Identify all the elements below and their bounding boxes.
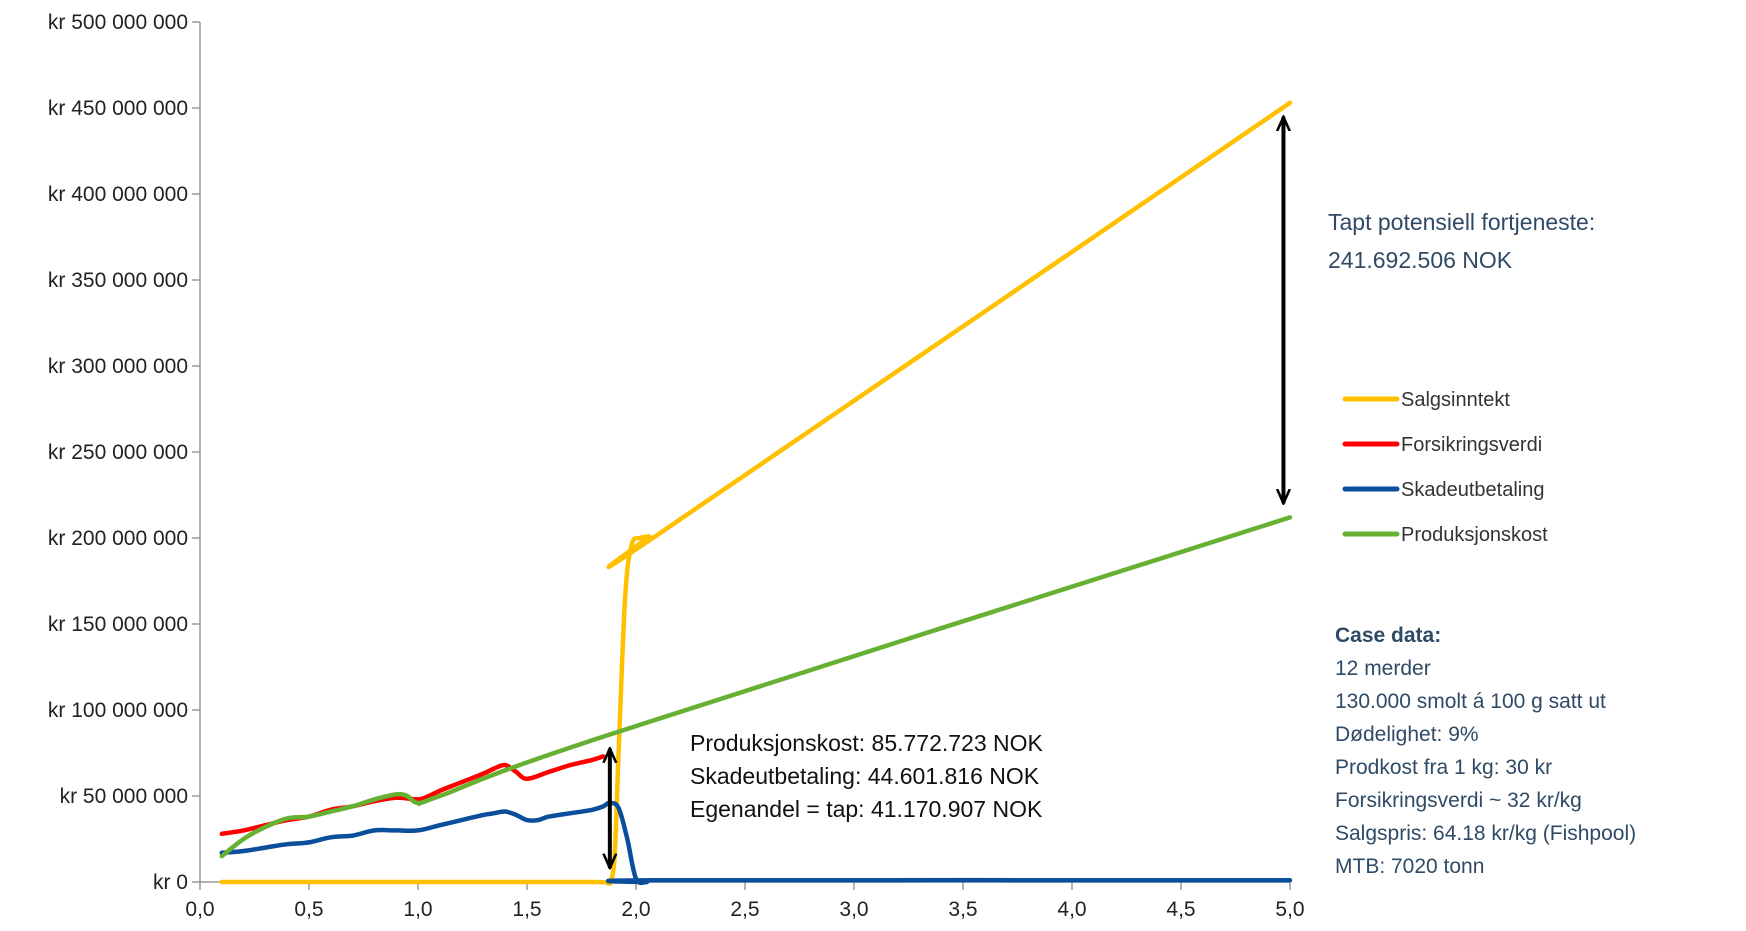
legend-label: Salgsinntekt	[1401, 389, 1510, 411]
x-tick-label: 1,5	[512, 898, 541, 921]
y-tick-label: kr 0	[153, 871, 188, 894]
losses-note: Produksjonskost: 85.772.723 NOK Skadeutb…	[690, 730, 1044, 822]
deductible-loss-annotation: Egenandel = tap: 41.170.907 NOK	[690, 796, 1043, 822]
case-data-line: Dødelighet: 9%	[1335, 723, 1479, 746]
series-line-salgsinntekt	[219, 100, 1293, 886]
x-tick-label: 5,0	[1275, 898, 1304, 921]
legend-label: Skadeutbetaling	[1401, 479, 1544, 501]
case-data-line: Salgspris: 64.18 kr/kg (Fishpool)	[1335, 822, 1636, 845]
x-tick-label: 4,0	[1057, 898, 1086, 921]
y-tick-label: kr 250 000 000	[48, 441, 188, 464]
x-tick-label: 2,0	[621, 898, 650, 921]
y-tick-label: kr 50 000 000	[60, 785, 188, 808]
case-data-line: MTB: 7020 tonn	[1335, 855, 1484, 878]
case-data-title: Case data:	[1335, 624, 1441, 647]
legend: Salgsinntekt Forsikringsverdi Skadeutbetal…	[1342, 389, 1548, 546]
lost-profit-note: Tapt potensiell fortjeneste: 241.692.506…	[1328, 209, 1595, 273]
y-tick-label: kr 350 000 000	[48, 269, 188, 292]
annotation-arrows	[610, 117, 1284, 868]
x-tick-label: 0,5	[294, 898, 323, 921]
y-tick-label: kr 150 000 000	[48, 613, 188, 636]
case-data-line: Prodkost fra 1 kg: 30 kr	[1335, 756, 1552, 779]
legend-label: Forsikringsverdi	[1401, 434, 1542, 456]
y-tick-label: kr 200 000 000	[48, 527, 188, 550]
case-data-line: 12 merder	[1335, 657, 1431, 680]
x-tick-label: 2,5	[730, 898, 759, 921]
y-tick-label: kr 500 000 000	[48, 11, 188, 34]
axes: kr 0 kr 50 000 000 kr 100 000 000 kr 150 00…	[48, 11, 1305, 921]
damage-payout-annotation: Skadeutbetaling: 44.601.816 NOK	[690, 763, 1040, 789]
x-tick-label: 4,5	[1166, 898, 1195, 921]
y-tick-label: kr 100 000 000	[48, 699, 188, 722]
x-tick-label: 1,0	[403, 898, 432, 921]
case-data-line: Forsikringsverdi ~ 32 kr/kg	[1335, 789, 1582, 812]
series-lines	[219, 100, 1293, 886]
production-cost-annotation: Produksjonskost: 85.772.723 NOK	[690, 730, 1044, 756]
y-tick-label: kr 300 000 000	[48, 355, 188, 378]
lost-profit-value: 241.692.506 NOK	[1328, 247, 1513, 273]
x-tick-label: 0,0	[185, 898, 214, 921]
case-data-panel: Case data: 12 merder 130.000 smolt á 100…	[1335, 624, 1636, 878]
y-tick-label: kr 400 000 000	[48, 183, 188, 206]
series-line-skadeutbetaling	[219, 800, 1293, 886]
x-tick-label: 3,5	[948, 898, 977, 921]
legend-label: Produksjonskost	[1401, 524, 1548, 546]
x-tick-label: 3,0	[839, 898, 868, 921]
case-data-line: 130.000 smolt á 100 g satt ut	[1335, 690, 1606, 713]
series-line-produksjonskost	[219, 515, 1293, 859]
lost-profit-label: Tapt potensiell fortjeneste:	[1328, 209, 1595, 235]
y-tick-label: kr 450 000 000	[48, 97, 188, 120]
